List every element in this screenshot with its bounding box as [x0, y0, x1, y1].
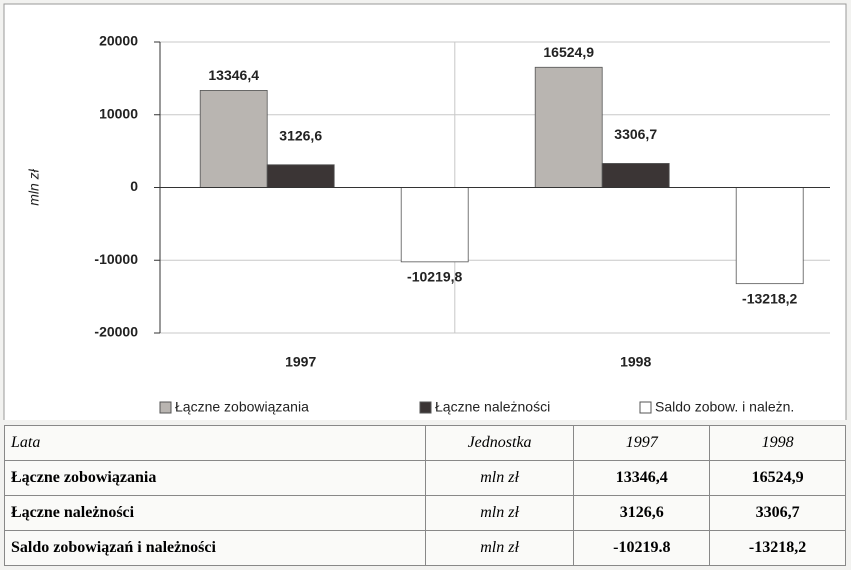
- table-cell: Łączne należności: [4, 495, 426, 531]
- table-row: Łączne zobowiązania mln zł 13346,4 16524,9: [4, 460, 846, 496]
- value-label: 16524,9: [543, 44, 594, 60]
- value-label: 3126,6: [279, 127, 322, 143]
- value-label: 13346,4: [208, 67, 259, 83]
- legend-swatch: [419, 401, 432, 414]
- table-cell: mln zł: [424, 530, 575, 566]
- table-cell: -10219.8: [573, 530, 711, 566]
- value-label: 3306,7: [614, 126, 657, 142]
- header-row: Lata Jednostka 1997 1998: [4, 425, 846, 461]
- table-cell: Łączne zobowiązania: [4, 460, 426, 496]
- table-cell: -13218,2: [709, 530, 846, 566]
- table-cell: 3306,7: [709, 495, 846, 531]
- y-tick-label: -10000: [94, 251, 138, 267]
- table-row: Łączne należności mln zł 3126,6 3306,7: [4, 495, 846, 531]
- legend-swatch: [639, 401, 652, 414]
- table-cell: 13346,4: [573, 460, 711, 496]
- value-label: -13218,2: [742, 290, 797, 306]
- bar: [534, 66, 603, 188]
- value-label: -10219,8: [407, 269, 462, 285]
- y-tick-label: 20000: [99, 33, 138, 49]
- data-table: Lata Jednostka 1997 1998 Łączne zobowiąz…: [4, 425, 846, 566]
- x-tick-label: 1997: [285, 354, 316, 370]
- bar: [266, 164, 335, 188]
- x-tick-label: 1998: [620, 354, 651, 370]
- legend-swatch: [159, 401, 172, 414]
- header-cell: Lata: [4, 425, 426, 461]
- legend-label: Łączne zobowiązania: [175, 399, 309, 415]
- y-tick-label: 10000: [99, 105, 138, 121]
- chart: -20000 -10000 0 10000 20000 mln zł 1997 13346,4…: [3, 3, 847, 423]
- bar: [199, 90, 268, 188]
- bar: [601, 163, 670, 188]
- table-row: Saldo zobowiązań i należności mln zł -1021…: [4, 530, 846, 566]
- header-cell: Jednostka: [424, 425, 575, 461]
- bar: [735, 187, 804, 285]
- table-cell: mln zł: [424, 495, 575, 531]
- y-axis-label: mln zł: [26, 168, 42, 205]
- header-cell: 1998: [709, 425, 846, 461]
- header-cell: 1997: [573, 425, 711, 461]
- y-tick-label: -20000: [94, 324, 138, 340]
- legend-label: Saldo zobow. i należn.: [655, 399, 794, 415]
- table-cell: mln zł: [424, 460, 575, 496]
- table-cell: 3126,6: [573, 495, 711, 531]
- legend-label: Łączne należności: [435, 399, 550, 415]
- table-cell: Saldo zobowiązań i należności: [4, 530, 426, 566]
- bar: [400, 187, 469, 263]
- y-tick-label: 0: [130, 178, 138, 194]
- table-cell: 16524,9: [709, 460, 846, 496]
